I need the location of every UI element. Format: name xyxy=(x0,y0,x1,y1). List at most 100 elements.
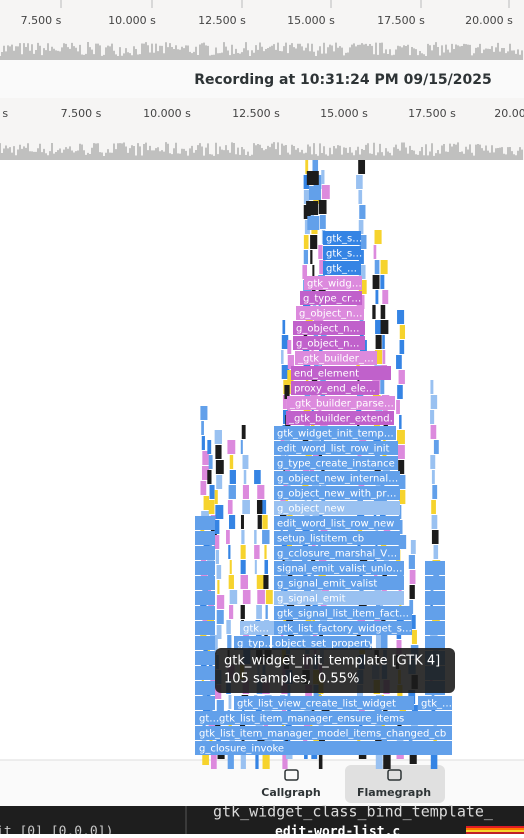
frame-sliver xyxy=(356,175,363,189)
frame[interactable]: gtk_widg… xyxy=(304,276,362,290)
frame-sliver xyxy=(380,305,386,319)
frame-label: g_type_create_instance xyxy=(277,459,395,470)
frame-label: g_object_new_with_pr… xyxy=(277,489,397,500)
frame-sliver xyxy=(201,421,204,435)
frame-sliver xyxy=(228,485,236,499)
frame-sliver xyxy=(257,590,265,604)
frame-sliver xyxy=(380,320,389,334)
frame-sliver xyxy=(409,570,416,584)
frame[interactable]: g_object_new xyxy=(274,501,400,515)
color-bar xyxy=(466,828,524,830)
ruler-label: 10.000 s xyxy=(143,107,191,120)
frame-sliver xyxy=(375,755,383,769)
frame xyxy=(425,576,445,590)
frame[interactable]: proxy_end_ele… xyxy=(291,381,379,395)
frame[interactable]: g_type_create_instance xyxy=(274,456,398,470)
frame[interactable]: g_typ… xyxy=(234,636,275,650)
frame[interactable]: g_signal_emit_valist xyxy=(274,576,404,590)
frame xyxy=(425,636,445,650)
frame[interactable]: g_object_new_internal… xyxy=(274,471,400,485)
frame-sliver xyxy=(207,440,212,454)
frame[interactable]: gtk_… xyxy=(418,696,452,710)
frame-sliver xyxy=(216,595,225,609)
frame-sliver xyxy=(411,630,417,644)
frame[interactable]: _gtk_builder_parse… xyxy=(287,396,395,410)
frame[interactable]: g_type_cr… xyxy=(300,291,362,305)
frame-sliver xyxy=(254,470,261,484)
frame-sliver xyxy=(284,385,290,399)
frame[interactable]: gtk_widget_init_temp… xyxy=(274,426,396,440)
frame[interactable]: _gtk_builder_… xyxy=(295,351,377,365)
frame[interactable]: edit_word_list_row_init xyxy=(274,441,398,455)
frame-sliver xyxy=(358,190,363,204)
frame[interactable]: gtk_signal_list_item_fact… xyxy=(274,606,412,620)
frame-label: gtk_… xyxy=(421,699,452,710)
frame[interactable]: gtk_… xyxy=(323,261,361,275)
frame-box xyxy=(274,606,412,620)
frame[interactable]: object_set_property xyxy=(272,636,374,650)
frame-box xyxy=(272,636,372,650)
frame[interactable]: g_object_n… xyxy=(296,306,364,320)
frame-sliver xyxy=(242,590,251,604)
frame[interactable]: gtk… xyxy=(240,621,274,635)
tab-icon xyxy=(284,769,299,781)
ruler-label: 10.000 s xyxy=(108,14,156,27)
frame[interactable]: g_object_new_with_pr… xyxy=(274,486,400,500)
frame[interactable]: g_object_n… xyxy=(293,321,365,335)
frame[interactable]: gtk_list_factory_widget_s… xyxy=(274,621,412,635)
frame-sliver xyxy=(216,475,223,489)
frame-sliver xyxy=(229,590,238,604)
frame-box xyxy=(240,621,274,635)
frame-sliver xyxy=(410,540,416,554)
frame-label: gtk_list_factory_widget_s… xyxy=(277,624,412,635)
tab[interactable]: Callgraph xyxy=(261,769,321,799)
frame[interactable]: gtk_list_view_create_list_widget xyxy=(234,696,414,710)
frame-sliver xyxy=(282,395,287,409)
tab[interactable]: Flamegraph xyxy=(357,769,431,799)
frame-sliver xyxy=(430,410,435,424)
frame-label: gtk_signal_list_item_fact… xyxy=(277,609,409,620)
frame-sliver xyxy=(321,185,330,199)
frame-sliver xyxy=(382,335,385,349)
frame-sliver xyxy=(380,380,385,394)
frame-sliver xyxy=(383,755,391,769)
frame-box xyxy=(291,381,379,395)
tab-label: Callgraph xyxy=(261,786,320,799)
frame[interactable]: edit_word_list_row_new xyxy=(274,516,400,530)
frame-label: _gtk_builder_parse… xyxy=(289,399,394,410)
frame[interactable]: end_element xyxy=(291,366,391,380)
frame-label: g_object_n… xyxy=(296,339,360,350)
frame-box xyxy=(274,531,400,545)
frame-box xyxy=(296,306,364,320)
frame-label: _gtk_builder_… xyxy=(297,354,374,365)
tooltip-percent: 0.55% xyxy=(318,672,359,687)
frame[interactable]: gtk_s… xyxy=(323,231,362,245)
frame[interactable]: setup_listitem_cb xyxy=(274,531,400,545)
frame[interactable]: gtk_list_item_manager_model_items_change… xyxy=(196,726,452,740)
frame-sliver xyxy=(208,500,215,514)
frame-label: gtk_list_item_manager_ensure_items xyxy=(219,714,404,725)
frame[interactable]: g_closure_invoke xyxy=(196,741,452,755)
frame-sliver xyxy=(210,755,217,769)
frame[interactable]: g_cclosure_marshal_V… xyxy=(274,546,400,560)
frame-sliver xyxy=(372,275,380,289)
frame-sliver xyxy=(374,350,383,364)
frame[interactable]: gtk_s… xyxy=(323,246,362,260)
frame-sliver xyxy=(254,545,260,559)
frame-box xyxy=(300,291,362,305)
frame-box xyxy=(234,636,270,650)
frame[interactable]: g_signal_emit xyxy=(274,591,404,605)
frame[interactable]: g_object_n… xyxy=(293,336,365,350)
frame-sliver xyxy=(431,470,435,484)
frame-sliver xyxy=(398,370,405,384)
frame-box xyxy=(295,351,377,365)
frame[interactable]: _gtk_builder_extend… xyxy=(286,411,400,425)
frame[interactable]: gtk_list_item_manager_ensure_items xyxy=(216,711,452,725)
frame[interactable]: signal_emit_valist_unlo… xyxy=(274,561,404,575)
frame[interactable]: gt… xyxy=(196,711,219,725)
frame xyxy=(308,186,321,200)
frame-sliver xyxy=(281,365,290,379)
frame-sliver xyxy=(430,380,434,394)
frame-sliver xyxy=(262,515,268,529)
